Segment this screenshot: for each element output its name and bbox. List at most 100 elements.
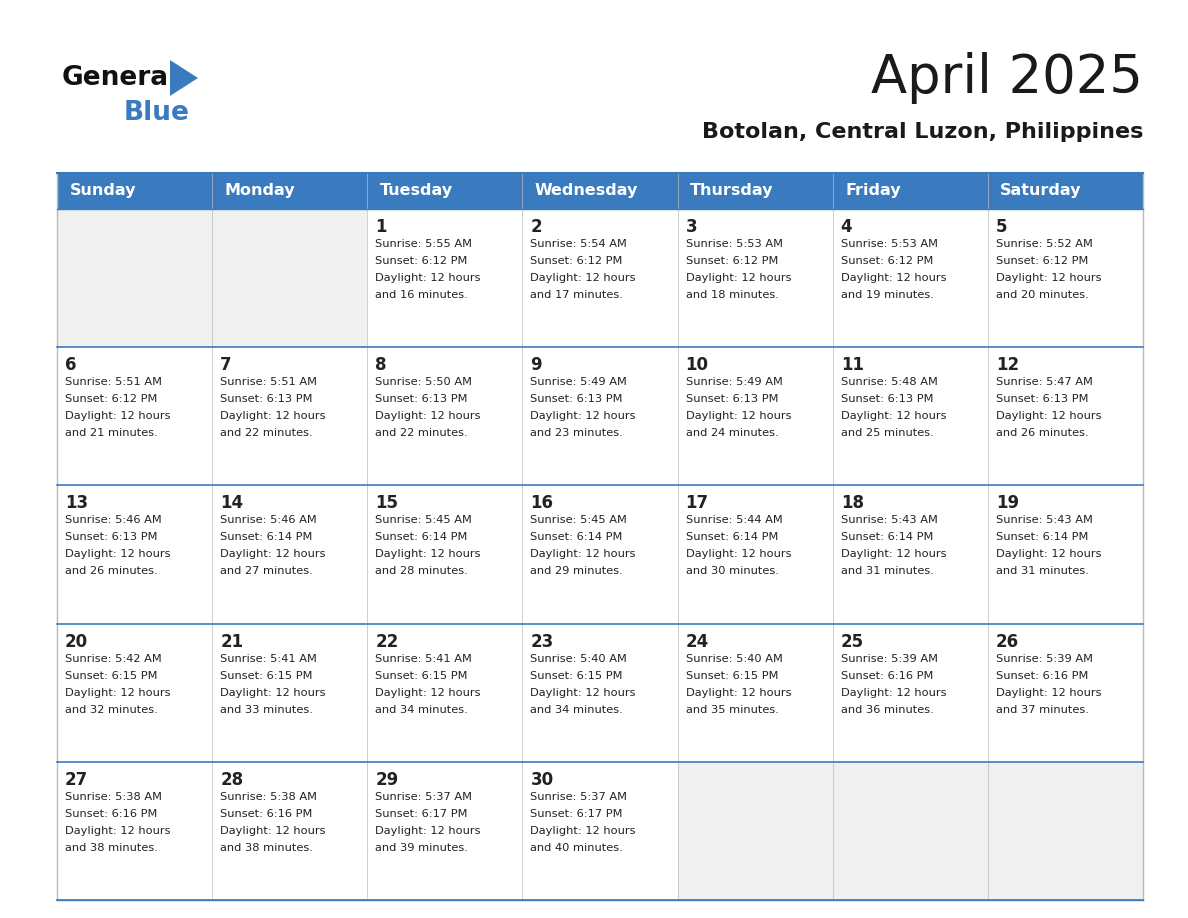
Text: Daylight: 12 hours: Daylight: 12 hours [685,411,791,421]
Text: Sunset: 6:13 PM: Sunset: 6:13 PM [841,394,934,404]
Text: and 35 minutes.: and 35 minutes. [685,705,778,714]
Text: Sunset: 6:17 PM: Sunset: 6:17 PM [530,809,623,819]
Text: Friday: Friday [845,184,901,198]
Text: and 22 minutes.: and 22 minutes. [375,428,468,438]
Text: and 34 minutes.: and 34 minutes. [375,705,468,714]
Text: 26: 26 [996,633,1019,651]
Text: 8: 8 [375,356,387,375]
Text: Sunset: 6:14 PM: Sunset: 6:14 PM [841,532,933,543]
Text: Sunrise: 5:48 AM: Sunrise: 5:48 AM [841,377,937,387]
Text: 25: 25 [841,633,864,651]
Text: 2: 2 [530,218,542,236]
Bar [988,486,1143,623]
Text: Daylight: 12 hours: Daylight: 12 hours [65,688,171,698]
Text: 24: 24 [685,633,709,651]
Text: Sunrise: 5:40 AM: Sunrise: 5:40 AM [685,654,783,664]
Bar [523,347,677,486]
Text: Wednesday: Wednesday [535,184,638,198]
Text: 3: 3 [685,218,697,236]
Bar [57,486,213,623]
Text: Sunrise: 5:43 AM: Sunrise: 5:43 AM [996,515,1093,525]
Bar [833,762,988,900]
Bar [213,209,367,347]
Text: Daylight: 12 hours: Daylight: 12 hours [996,549,1101,559]
Bar [367,623,523,762]
Text: Daylight: 12 hours: Daylight: 12 hours [530,411,636,421]
Text: 13: 13 [65,495,88,512]
Text: Sunrise: 5:45 AM: Sunrise: 5:45 AM [530,515,627,525]
Bar [988,623,1143,762]
Bar [523,762,677,900]
Text: and 37 minutes.: and 37 minutes. [996,705,1088,714]
Text: Monday: Monday [225,184,295,198]
Bar [988,209,1143,347]
Text: and 29 minutes.: and 29 minutes. [530,566,624,577]
Text: Sunset: 6:13 PM: Sunset: 6:13 PM [685,394,778,404]
Text: and 36 minutes.: and 36 minutes. [841,705,934,714]
Text: and 18 minutes.: and 18 minutes. [685,290,778,300]
Text: and 23 minutes.: and 23 minutes. [530,428,624,438]
Text: 1: 1 [375,218,387,236]
Text: Daylight: 12 hours: Daylight: 12 hours [375,688,481,698]
Text: Sunset: 6:14 PM: Sunset: 6:14 PM [375,532,468,543]
Bar [213,486,367,623]
Text: Sunrise: 5:45 AM: Sunrise: 5:45 AM [375,515,472,525]
Text: Sunrise: 5:54 AM: Sunrise: 5:54 AM [530,239,627,249]
Text: Sunrise: 5:46 AM: Sunrise: 5:46 AM [65,515,162,525]
Bar [367,762,523,900]
Text: Sunset: 6:14 PM: Sunset: 6:14 PM [996,532,1088,543]
Text: Sunset: 6:14 PM: Sunset: 6:14 PM [530,532,623,543]
Text: Sunset: 6:13 PM: Sunset: 6:13 PM [220,394,312,404]
Text: 30: 30 [530,771,554,789]
Text: Sunset: 6:15 PM: Sunset: 6:15 PM [530,671,623,680]
Text: Daylight: 12 hours: Daylight: 12 hours [375,411,481,421]
Text: 21: 21 [220,633,244,651]
Text: Sunrise: 5:55 AM: Sunrise: 5:55 AM [375,239,473,249]
Text: Sunset: 6:12 PM: Sunset: 6:12 PM [841,256,933,266]
Text: and 26 minutes.: and 26 minutes. [65,566,158,577]
Text: Daylight: 12 hours: Daylight: 12 hours [996,411,1101,421]
Bar [677,347,833,486]
Text: Sunrise: 5:39 AM: Sunrise: 5:39 AM [841,654,937,664]
Text: 20: 20 [65,633,88,651]
Text: Sunrise: 5:53 AM: Sunrise: 5:53 AM [685,239,783,249]
Text: Sunrise: 5:51 AM: Sunrise: 5:51 AM [65,377,162,387]
Text: Daylight: 12 hours: Daylight: 12 hours [220,826,326,835]
Text: Sunset: 6:13 PM: Sunset: 6:13 PM [530,394,623,404]
Text: 6: 6 [65,356,76,375]
Text: and 22 minutes.: and 22 minutes. [220,428,312,438]
Text: Tuesday: Tuesday [380,184,453,198]
Text: 9: 9 [530,356,542,375]
Bar [677,623,833,762]
Text: 29: 29 [375,771,398,789]
Text: 14: 14 [220,495,244,512]
Text: and 33 minutes.: and 33 minutes. [220,705,312,714]
Text: 11: 11 [841,356,864,375]
Text: Daylight: 12 hours: Daylight: 12 hours [685,273,791,283]
Text: and 34 minutes.: and 34 minutes. [530,705,624,714]
Bar [677,486,833,623]
Text: Sunset: 6:12 PM: Sunset: 6:12 PM [65,394,157,404]
Bar [57,173,1143,209]
Text: Sunrise: 5:37 AM: Sunrise: 5:37 AM [375,792,473,801]
Text: Sunset: 6:16 PM: Sunset: 6:16 PM [65,809,157,819]
Text: 12: 12 [996,356,1019,375]
Text: Sunset: 6:13 PM: Sunset: 6:13 PM [375,394,468,404]
Text: Daylight: 12 hours: Daylight: 12 hours [530,688,636,698]
Text: 4: 4 [841,218,852,236]
Text: Daylight: 12 hours: Daylight: 12 hours [530,273,636,283]
Text: and 26 minutes.: and 26 minutes. [996,428,1088,438]
Text: and 17 minutes.: and 17 minutes. [530,290,624,300]
Bar [57,209,213,347]
Text: Sunrise: 5:49 AM: Sunrise: 5:49 AM [530,377,627,387]
Text: 10: 10 [685,356,708,375]
Bar [523,623,677,762]
Text: Daylight: 12 hours: Daylight: 12 hours [996,688,1101,698]
Bar [213,762,367,900]
Text: Daylight: 12 hours: Daylight: 12 hours [375,826,481,835]
Text: Sunset: 6:14 PM: Sunset: 6:14 PM [685,532,778,543]
Text: Sunset: 6:16 PM: Sunset: 6:16 PM [220,809,312,819]
Bar [367,347,523,486]
Text: Sunset: 6:12 PM: Sunset: 6:12 PM [375,256,468,266]
Text: Sunrise: 5:38 AM: Sunrise: 5:38 AM [65,792,162,801]
